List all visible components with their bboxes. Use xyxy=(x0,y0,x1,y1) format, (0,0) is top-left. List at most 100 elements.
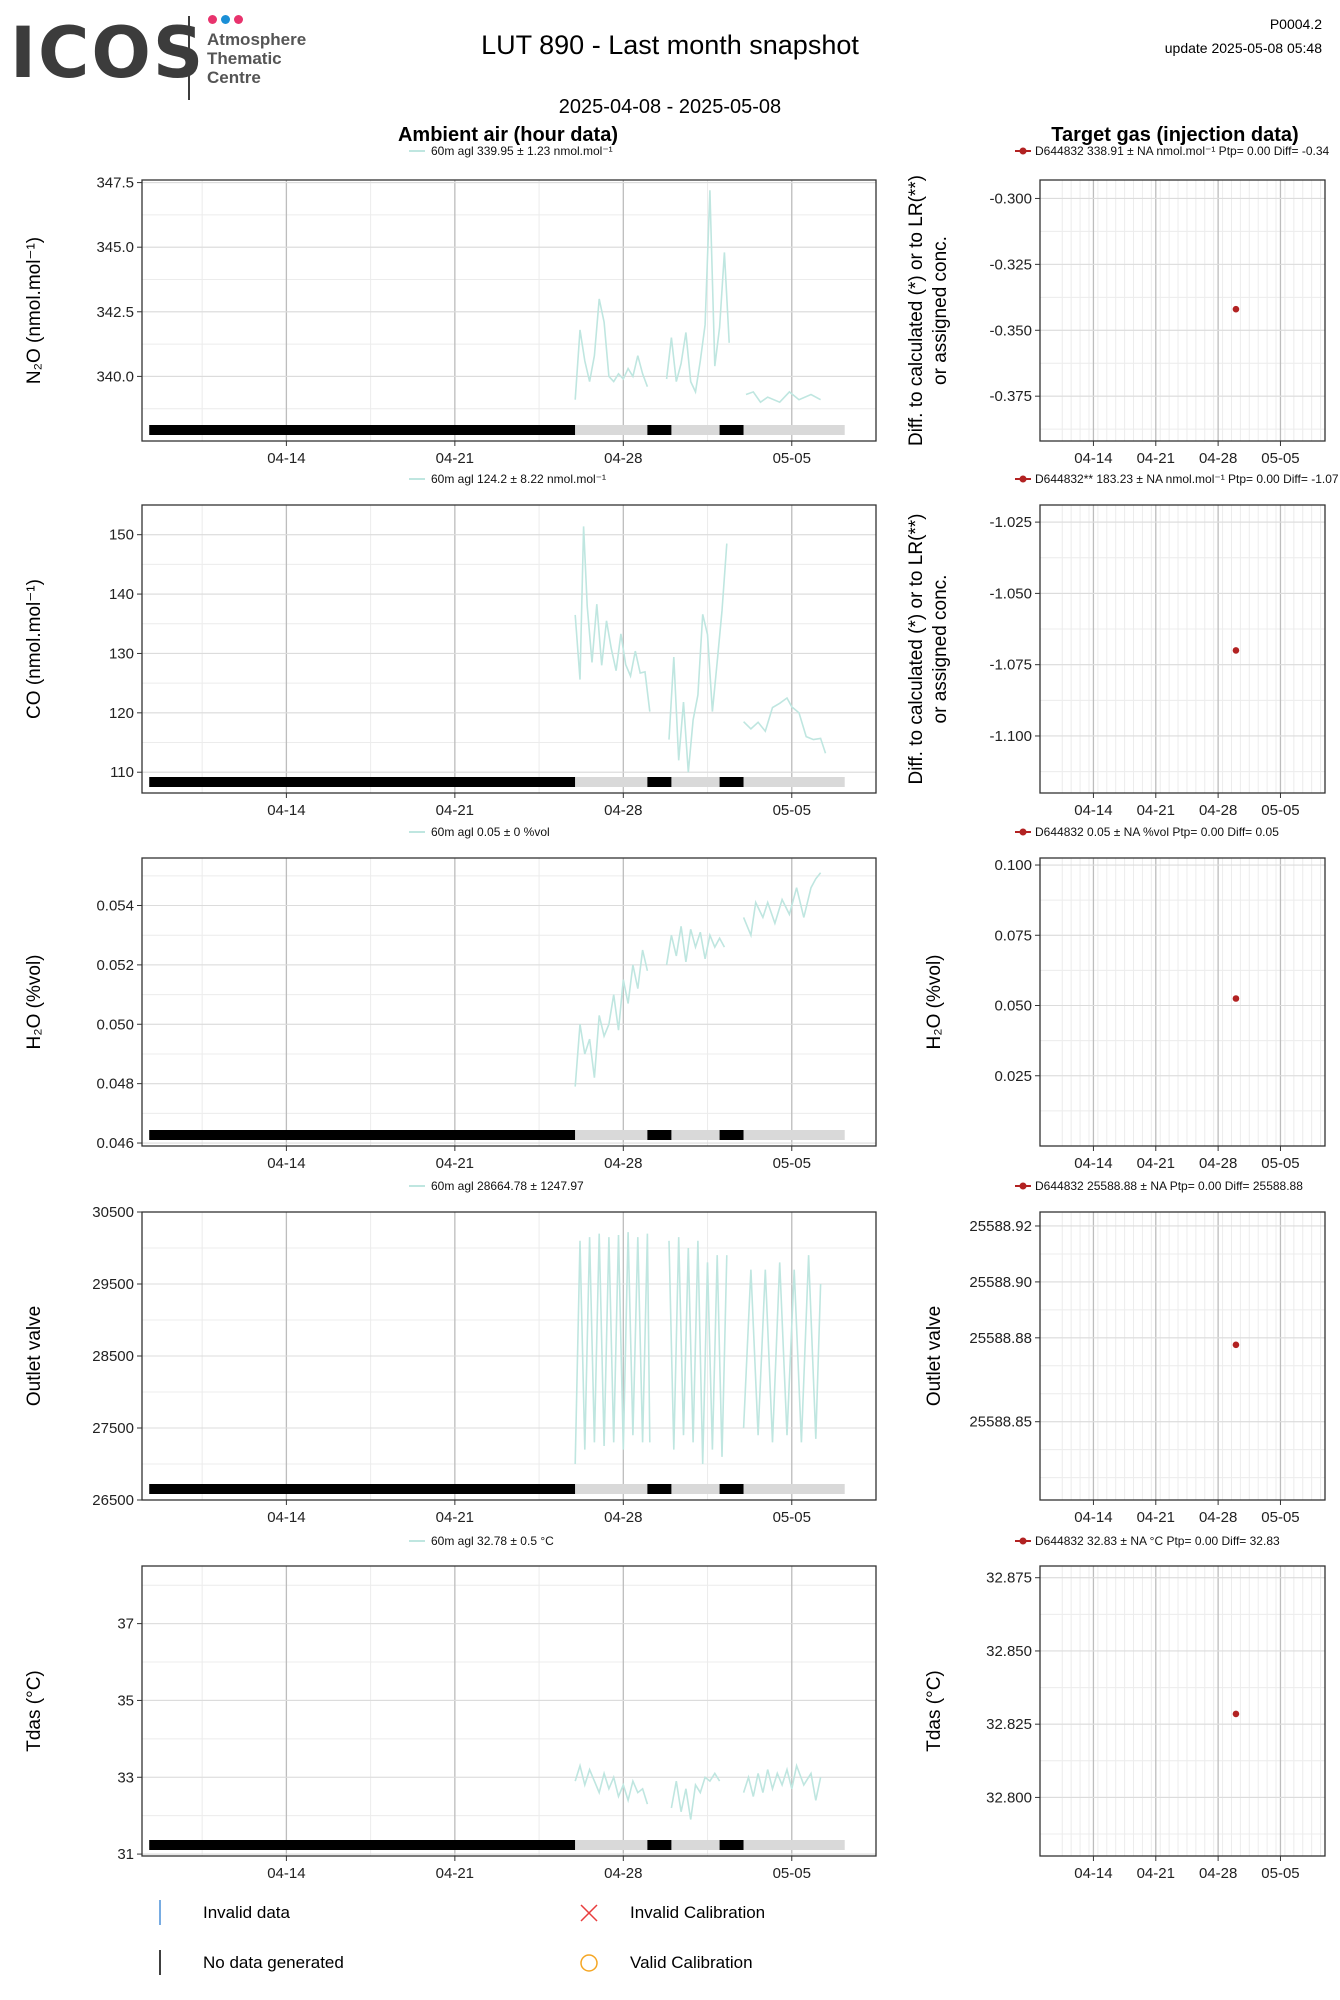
status-bar-segment xyxy=(575,425,648,435)
target-legend-text: D644832 338.91 ± NA nmol.mol⁻¹ Ptp= 0.00… xyxy=(1035,144,1330,158)
status-bar-segment xyxy=(149,425,576,435)
x-tick-label: 04-28 xyxy=(1199,1509,1237,1526)
y-tick-label: 0.054 xyxy=(96,898,134,915)
status-bar-segment xyxy=(671,1840,720,1850)
y-tick-label: 0.050 xyxy=(994,998,1032,1015)
y-axis-label-line2: or assigned conc. xyxy=(930,236,951,385)
date-range: 2025-04-08 - 2025-05-08 xyxy=(558,96,782,118)
y-tick-label: 25588.85 xyxy=(969,1414,1032,1431)
y-tick-label: 31 xyxy=(117,1846,134,1863)
legend-key-point xyxy=(1019,475,1027,483)
x-tick-label: 05-05 xyxy=(773,1155,811,1172)
series-line xyxy=(670,1771,721,1820)
plot-frame xyxy=(1039,1565,1326,1857)
y-tick-label: 30500 xyxy=(92,1204,134,1221)
logo-dot-3 xyxy=(234,15,243,24)
x-tick-label: 04-21 xyxy=(1137,802,1175,819)
plot-frame xyxy=(141,1565,877,1857)
y-axis-label-line2: or assigned conc. xyxy=(930,575,951,724)
status-bar-segment xyxy=(575,1484,648,1494)
y-tick-label: -1.075 xyxy=(989,657,1032,674)
status-bar-segment xyxy=(149,777,576,787)
y-tick-label: 32.850 xyxy=(986,1643,1032,1660)
plot-frame xyxy=(1039,857,1326,1147)
legend-invalid-data-label: Invalid data xyxy=(203,1903,290,1922)
page-title: LUT 890 - Last month snapshot xyxy=(481,30,859,60)
y-tick-label: 33 xyxy=(117,1769,134,1786)
logo-divider xyxy=(188,16,190,100)
target-point xyxy=(1232,995,1240,1002)
y-axis-label: H₂O (%vol) xyxy=(24,955,45,1050)
y-tick-label: 342.5 xyxy=(96,304,134,321)
ambient-legend-text: 60m agl 339.95 ± 1.23 nmol.mol⁻¹ xyxy=(431,144,613,158)
y-axis-label: CO (nmol.mol⁻¹) xyxy=(24,579,45,719)
target-legend: D644832 25588.88 ± NA Ptp= 0.00 Diff= 25… xyxy=(1015,1179,1303,1193)
ambient-legend: 60m agl 32.78 ± 0.5 °C xyxy=(409,1534,554,1548)
target-legend: D644832 32.83 ± NA °C Ptp= 0.00 Diff= 32… xyxy=(1015,1534,1280,1548)
x-tick-label: 05-05 xyxy=(1261,450,1299,467)
y-tick-label: -0.325 xyxy=(989,256,1032,273)
y-tick-label: 340.0 xyxy=(96,368,134,385)
y-tick-label: 29500 xyxy=(92,1276,134,1293)
series-line xyxy=(665,926,726,966)
status-bar-segment xyxy=(647,777,672,787)
product-code: P0004.2 xyxy=(1269,16,1322,32)
ambient-legend: 60m agl 28664.78 ± 1247.97 xyxy=(409,1179,584,1193)
logo-subtitle: Atmosphere Thematic Centre xyxy=(207,30,307,87)
series-line xyxy=(668,1237,728,1465)
x-tick-label: 04-14 xyxy=(1074,1865,1112,1882)
plot-frame xyxy=(141,179,877,442)
logo-dot-2 xyxy=(221,15,230,24)
legend-key-point xyxy=(1019,828,1027,836)
status-bar-segment xyxy=(719,425,744,435)
series-line xyxy=(743,696,827,754)
plot-frame xyxy=(1039,1211,1326,1501)
status-bar-segment xyxy=(743,1484,845,1494)
plot-frame xyxy=(141,504,877,794)
x-tick-label: 05-05 xyxy=(1261,1509,1299,1526)
status-bar-segment xyxy=(719,1130,744,1140)
y-axis-label: Diff. to calculated (*) or to LR(**) xyxy=(906,175,927,446)
legend-invalid-calibration-label: Invalid Calibration xyxy=(630,1903,766,1922)
x-tick-label: 05-05 xyxy=(1261,802,1299,819)
series-line xyxy=(665,190,730,395)
series-line xyxy=(574,298,649,400)
ambient-panel-2: 0.054 0.052 0.050 0.048 0.046 04-14 04-21 04-28… xyxy=(24,825,877,1172)
x-tick-label: 04-28 xyxy=(604,450,642,467)
x-tick-label: 04-14 xyxy=(1074,802,1112,819)
legend-key-point xyxy=(1019,1537,1027,1545)
y-tick-label: 32.875 xyxy=(986,1570,1032,1587)
series-line xyxy=(742,872,822,939)
series-line xyxy=(668,543,728,773)
y-tick-label: 0.046 xyxy=(96,1135,134,1152)
status-bar-segment xyxy=(719,777,744,787)
y-tick-label: 37 xyxy=(117,1616,134,1633)
y-tick-label: 32.800 xyxy=(986,1789,1032,1806)
x-tick-label: 04-14 xyxy=(1074,1509,1112,1526)
status-bar-segment xyxy=(743,425,845,435)
y-axis-label: Tdas (°C) xyxy=(24,1670,45,1752)
status-bar-segment xyxy=(671,425,720,435)
x-tick-label: 04-28 xyxy=(604,1509,642,1526)
update-timestamp: update 2025-05-08 05:48 xyxy=(1164,40,1322,56)
y-tick-label: 140 xyxy=(109,586,134,603)
y-tick-label: 130 xyxy=(109,645,134,662)
logo-dot-1 xyxy=(208,15,217,24)
y-tick-label: 0.025 xyxy=(994,1068,1032,1085)
target-point xyxy=(1232,1710,1240,1718)
x-tick-label: 04-21 xyxy=(1137,1155,1175,1172)
y-tick-label: 32.825 xyxy=(986,1716,1032,1733)
y-tick-label: -1.050 xyxy=(989,585,1032,602)
plot-frame xyxy=(1039,504,1326,794)
y-axis-label: Outlet valve xyxy=(24,1306,45,1406)
y-axis-label: H₂O (%vol) xyxy=(924,955,945,1050)
x-tick-label: 05-05 xyxy=(1261,1155,1299,1172)
y-tick-label: 0.075 xyxy=(994,927,1032,944)
target-point xyxy=(1232,305,1240,313)
ambient-legend: 60m agl 0.05 ± 0 %vol xyxy=(409,825,550,839)
invalid-calibration-icon-stroke xyxy=(580,1904,598,1922)
valid-calibration-icon xyxy=(580,1954,598,1972)
x-tick-label: 04-21 xyxy=(1137,450,1175,467)
y-tick-label: 0.100 xyxy=(994,857,1032,874)
legend-key-point xyxy=(1019,147,1027,155)
